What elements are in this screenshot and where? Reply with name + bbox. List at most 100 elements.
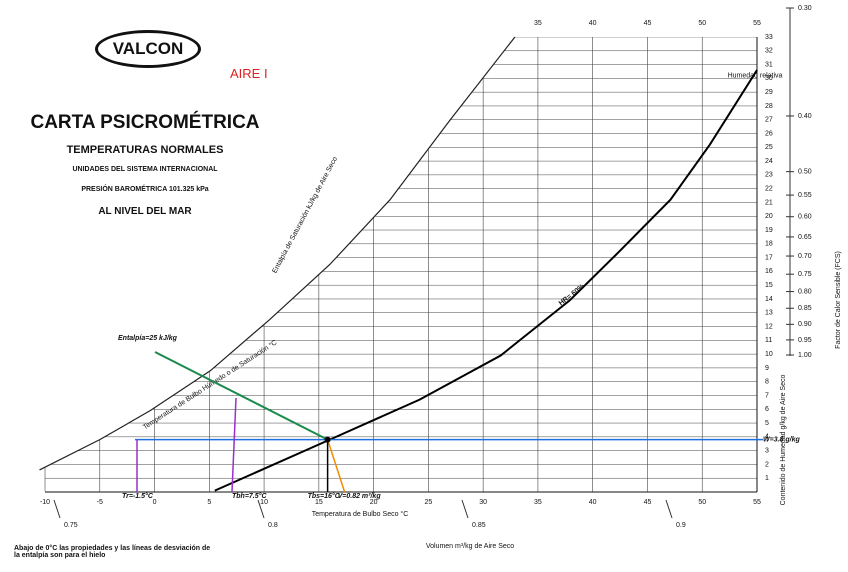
fcs-tick-label: 0.30: [798, 5, 812, 12]
volume-tick-label: 0.75: [64, 522, 78, 529]
fcs-tick-label: 0.85: [798, 305, 812, 312]
y-tick-label: 13: [765, 310, 773, 317]
annotation: V=0.82 m³/kg: [338, 493, 382, 500]
wet-bulb-title: Temperatura de Bulbo Húmedo o de Saturac…: [141, 338, 278, 431]
x-tick-label: 0: [153, 499, 157, 506]
y-tick-label: 33: [765, 34, 773, 41]
state-point: [324, 436, 331, 443]
y-tick-label: 10: [765, 351, 773, 358]
annotation: Entalpía=25 kJ/kg: [118, 335, 178, 342]
rh-top-label: Humedad relativa: [728, 72, 783, 79]
chart-title: CARTA PSICROMÉTRICA: [30, 112, 260, 133]
y-tick-label: 7: [765, 392, 769, 399]
y-tick-label: 28: [765, 103, 773, 110]
y-tick-label: 30: [765, 75, 773, 82]
brand-logo: VALCON: [95, 30, 201, 68]
x-tick-label: 5: [207, 499, 211, 506]
x-tick-label: -5: [97, 499, 103, 506]
volume-tick-label: 0.8: [268, 522, 278, 529]
y-tick-label: 24: [765, 158, 773, 165]
fcs-tick-label: 0.70: [798, 253, 812, 260]
x-tick-label: 50: [698, 499, 706, 506]
saturation-curve: [39, 36, 516, 471]
fcs-tick-label: 0.50: [798, 168, 812, 175]
x-tick-label: 20: [370, 499, 378, 506]
x-tick-label-top: 40: [589, 20, 597, 27]
fcs-title: Factor de Calor Sensible (FCS): [835, 251, 842, 349]
x-tick-label: 55: [753, 499, 761, 506]
footnote: Abajo de 0°C las propiedades y las línea…: [14, 545, 211, 559]
y-tick-label: 27: [765, 117, 773, 124]
y-tick-label: 19: [765, 227, 773, 234]
wet-bulb-line: [231, 397, 237, 493]
y-tick-label: 22: [765, 186, 773, 193]
rh-curve: [214, 69, 758, 492]
y-tick-label: 26: [765, 130, 773, 137]
fcs-tick-label: 0.60: [798, 214, 812, 221]
x-tick-label: -10: [40, 499, 50, 506]
y-tick-label: 11: [765, 337, 772, 344]
volume-tick: [53, 499, 61, 519]
annotation: Tbh=7.5°C: [232, 492, 267, 500]
enthalpy-line: [154, 351, 329, 441]
volume-tick: [665, 499, 673, 519]
subtitle: TEMPERATURAS NORMALES: [66, 144, 224, 156]
y-axis-title: Contenido de Humedad g/kg de Aire Seco: [780, 375, 787, 506]
y-tick-label: 12: [765, 323, 773, 330]
volume-tick-label: 0.85: [472, 522, 486, 529]
fcs-tick-label: 0.65: [798, 234, 812, 241]
y-tick-label: 6: [765, 406, 769, 413]
volume-tick-label: 0.9: [676, 522, 686, 529]
x-tick-label-top: 35: [534, 20, 542, 27]
fcs-tick-label: 0.55: [798, 192, 812, 199]
volume-tick: [257, 499, 265, 519]
fcs-tick-label: 0.80: [798, 288, 812, 295]
x-tick-label-top: 50: [698, 20, 706, 27]
y-tick-label: 8: [765, 379, 769, 386]
y-tick-label: 21: [765, 199, 773, 206]
x-tick-label: 25: [424, 499, 432, 506]
y-tick-label: 5: [765, 420, 769, 427]
y-tick-label: 1: [765, 475, 769, 482]
pressure-text: PRESIÓN BAROMÉTRICA 101.325 kPa: [81, 186, 209, 193]
fcs-tick-label: 0.40: [798, 113, 812, 120]
x-tick-label: 45: [644, 499, 652, 506]
y-tick-label: 9: [765, 365, 769, 372]
volume-line: [326, 439, 346, 493]
y-tick-label: 25: [765, 144, 773, 151]
fcs-tick-label: 0.95: [798, 337, 812, 344]
y-tick-label: 17: [765, 254, 773, 261]
y-tick-label: 4: [765, 434, 769, 441]
x-tick-label: 35: [534, 499, 542, 506]
x-tick-label-top: 55: [753, 20, 761, 27]
y-tick-label: 31: [765, 61, 773, 68]
x-tick-label: 15: [315, 499, 323, 506]
saturation-title: Entalpía de Saturación kJ/kg de Aire Sec…: [272, 156, 340, 275]
x-tick-label: 10: [260, 499, 268, 506]
y-tick-label: 20: [765, 213, 773, 220]
y-tick-label: 23: [765, 172, 773, 179]
annotation: Tbs=16°C: [308, 492, 341, 500]
annotation: Tr=-1.5°C: [122, 492, 154, 500]
y-tick-label: 14: [765, 296, 773, 303]
x-tick-label: 40: [589, 499, 597, 506]
handwritten-note: AIRE I: [230, 66, 268, 81]
units-text: UNIDADES DEL SISTEMA INTERNACIONAL: [72, 166, 218, 173]
fcs-tick-label: 0.90: [798, 321, 812, 328]
volume-title: Volumen m³/kg de Aire Seco: [426, 543, 514, 550]
x-axis-title: Temperatura de Bulbo Seco °C: [312, 510, 409, 518]
annotation: W=3.8 g/kg: [763, 436, 800, 443]
fcs-tick-label: 0.75: [798, 271, 812, 278]
x-tick-label-top: 45: [644, 20, 652, 27]
rh-label: HR= 60%: [558, 283, 587, 308]
y-tick-label: 15: [765, 282, 773, 289]
level-text: AL NIVEL DEL MAR: [98, 206, 192, 217]
y-tick-label: 29: [765, 89, 773, 96]
x-tick-label: 30: [479, 499, 487, 506]
y-tick-label: 16: [765, 268, 773, 275]
y-tick-label: 3: [765, 447, 769, 454]
y-tick-label: 2: [765, 461, 769, 468]
y-tick-label: 18: [765, 241, 773, 248]
